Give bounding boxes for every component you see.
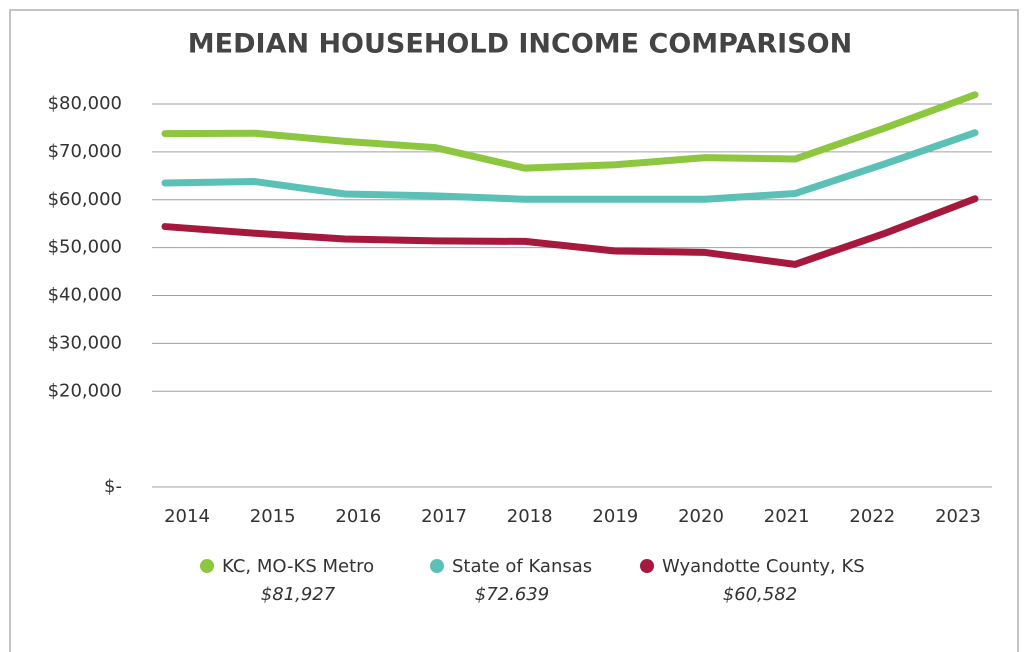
x-tick-label: 2016: [335, 506, 381, 527]
legend-label: KC, MO-KS Metro: [222, 556, 374, 577]
legend-swatch: [640, 559, 654, 573]
y-tick-label: $50,000: [48, 237, 122, 258]
legend-label: Wyandotte County, KS: [662, 556, 865, 577]
y-tick-label: $70,000: [48, 141, 122, 162]
frame: [9, 9, 1019, 652]
x-tick-label: 2021: [764, 506, 810, 527]
y-tick-label: $60,000: [48, 189, 122, 210]
legend-label: State of Kansas: [452, 556, 592, 577]
x-tick-label: 2022: [849, 506, 895, 527]
x-tick-label: 2019: [592, 506, 638, 527]
legend-value: $81,927: [261, 584, 336, 605]
series-line: [161, 129, 979, 203]
y-tick-label: $40,000: [48, 285, 122, 306]
y-tick-label: $30,000: [48, 332, 122, 353]
y-tick-label: $-: [104, 476, 122, 497]
x-tick-label: 2017: [421, 506, 467, 527]
series-line: [161, 91, 979, 172]
legend-swatch: [200, 559, 214, 573]
x-tick-label: 2015: [250, 506, 296, 527]
legend-value: $60,582: [723, 584, 797, 605]
chart-title: MEDIAN HOUSEHOLD INCOME COMPARISON: [188, 29, 852, 60]
x-tick-label: 2014: [164, 506, 210, 527]
series-line: [161, 195, 979, 268]
y-tick-label: $20,000: [48, 380, 122, 401]
y-tick-label: $80,000: [48, 93, 122, 114]
legend-swatch: [430, 559, 444, 573]
legend-value: $72.639: [475, 584, 549, 605]
x-tick-label: 2020: [678, 506, 724, 527]
x-tick-label: 2023: [935, 506, 981, 527]
x-tick-label: 2018: [507, 506, 553, 527]
